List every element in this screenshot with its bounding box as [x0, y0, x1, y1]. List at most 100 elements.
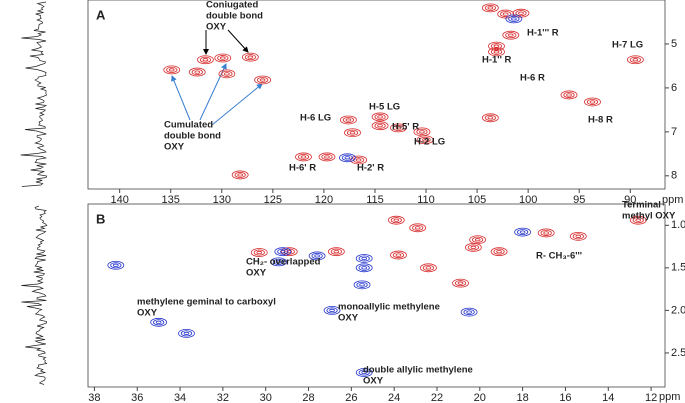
contour-peak: [537, 228, 555, 238]
contour-peak: [178, 328, 195, 338]
annotation: OXY: [363, 376, 384, 387]
contour-peak: [629, 215, 647, 225]
x-tick-label: 32: [217, 392, 229, 403]
contour-peak: [318, 152, 336, 162]
contour-peak: [323, 305, 341, 315]
contour-peak: [371, 121, 389, 131]
contour-peak: [584, 97, 601, 107]
contour-peak: [107, 260, 125, 270]
contour-peak: [390, 123, 407, 133]
x-tick-label: 20: [474, 392, 486, 403]
x-tick-label: 115: [366, 194, 384, 206]
contour-peak: [214, 53, 232, 63]
axis-unit: ppm: [659, 391, 680, 403]
annotation: Coniugated: [206, 0, 258, 11]
contour-peak: [481, 113, 499, 123]
y-tick-label: 2.5: [671, 347, 685, 359]
contour-peak: [270, 257, 287, 267]
y-tick-label: 6: [671, 82, 677, 94]
contour-peak: [274, 247, 292, 257]
contour-peak: [371, 112, 389, 122]
x-tick-label: 34: [174, 392, 186, 403]
annotation: double allylic methylene: [363, 365, 473, 376]
x-tick-label: 105: [468, 194, 486, 206]
contour-peak: [569, 231, 587, 241]
panel-label: A: [96, 7, 106, 22]
x-tick-label: 38: [88, 392, 100, 403]
contour-peak: [188, 67, 206, 77]
contour-peak: [308, 251, 326, 261]
x-tick-label: 100: [519, 194, 537, 206]
projection-trace: [21, 205, 48, 385]
annotation: H-7 LG: [612, 40, 643, 51]
x-tick-label: 95: [573, 194, 585, 206]
x-tick-label: 14: [602, 392, 614, 403]
annotation: H-2 LG: [414, 137, 445, 148]
arrows: [171, 29, 263, 126]
y-tick-label: 7: [671, 126, 677, 138]
x-tick-label: 24: [388, 392, 400, 403]
x-tick-label: 28: [302, 392, 314, 403]
contour-peak: [560, 90, 578, 100]
contour-peak: [197, 55, 214, 65]
x-tick-label: 120: [315, 194, 333, 206]
annotation: methyl OXY: [622, 211, 676, 222]
contour-peak: [250, 248, 268, 257]
x-tick-label: 16: [559, 392, 571, 403]
panel-label: B: [96, 211, 105, 226]
annotation: methylene geminal to carboxyl: [137, 297, 276, 308]
x-tick-label: 36: [131, 392, 143, 403]
contour-peak: [150, 317, 168, 327]
contour-peak: [490, 247, 508, 257]
axis-unit: ppm: [662, 194, 683, 206]
contour-peak: [505, 14, 523, 24]
x-tick-label: 30: [260, 392, 272, 403]
contour-peak: [231, 170, 249, 180]
x-tick-label: 110: [417, 194, 435, 206]
annotation: OXY: [338, 313, 359, 324]
contour-peak: [390, 250, 407, 260]
annotation: Terminal: [622, 200, 661, 211]
contour-peak: [338, 153, 356, 163]
x-tick-label: 18: [516, 392, 528, 403]
x-tick-label: 90: [624, 194, 636, 206]
contour-peak: [295, 152, 312, 162]
annotation: H-6 LG: [300, 113, 331, 124]
contour-peak: [387, 215, 405, 225]
annotation: H-1'' R: [482, 55, 511, 66]
contour-peak: [355, 368, 373, 377]
contour-peak: [452, 278, 469, 288]
contour-peak: [469, 235, 487, 245]
contour-peak: [514, 227, 532, 237]
annotation: H-2' R: [357, 163, 384, 174]
x-tick-label: 130: [213, 194, 231, 206]
annotation: H-6' R: [289, 163, 316, 174]
annotation: H-8 R: [588, 115, 613, 126]
contour-peak: [355, 254, 373, 263]
annotation: double bond: [164, 131, 221, 142]
contour-peak: [241, 52, 259, 62]
annotation: double bond: [206, 11, 263, 22]
plot-frame: [87, 203, 666, 388]
contour-peak: [481, 3, 499, 13]
annotation: OXY: [206, 22, 227, 33]
contour-peak: [163, 65, 181, 75]
x-tick-label: 140: [110, 194, 128, 206]
annotation: OXY: [164, 142, 185, 153]
plot-frame: [87, 0, 666, 190]
y-tick-label: 1.5: [671, 262, 685, 274]
annotation: OXY: [137, 308, 158, 319]
contour-peak: [218, 69, 236, 79]
y-tick-label: 5: [671, 38, 677, 50]
x-tick-label: 12: [645, 392, 657, 403]
contour-peak: [626, 55, 644, 65]
contour-peak: [420, 263, 437, 273]
annotation: Cumulated: [164, 120, 213, 131]
y-tick-label: 1.0: [671, 219, 685, 231]
contour-peak: [464, 243, 482, 252]
annotation: CH₂- overlapped: [246, 257, 321, 268]
annotation: H-5' R: [392, 122, 419, 133]
contour-peak: [254, 75, 272, 85]
annotation: H-1''' R: [527, 28, 559, 39]
